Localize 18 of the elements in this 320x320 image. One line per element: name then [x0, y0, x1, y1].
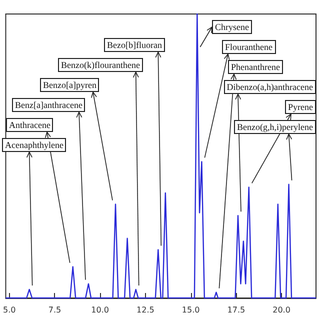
annotation: Flouranthene [222, 40, 276, 54]
annotation: Benzo[a]pyren [40, 78, 100, 92]
annotation: Phenanthrene [228, 60, 283, 74]
annotation: Bezo[b]fluoran [104, 38, 165, 52]
x-tick-label: 12.5 [136, 306, 154, 314]
annotation: Benzo(k)flouranthene [58, 58, 143, 72]
annotation: Dibenzo(a,h)anthracene [224, 80, 316, 94]
annotation: Benz[a]anthracene [12, 98, 86, 112]
annotation: Anthracene [6, 118, 54, 132]
annotation: Benzo(g,h,i)perylene [234, 120, 316, 134]
annotation: Pyrene [285, 100, 316, 114]
x-tick-label: 10.0 [91, 306, 109, 314]
x-tick-label: 17.5 [227, 306, 246, 314]
x-tick-label: 5.0 [2, 306, 16, 314]
x-tick-label: 20.0 [272, 306, 290, 314]
annotation: Chrysene [212, 20, 252, 34]
x-tick-label: 15.0 [182, 306, 200, 314]
x-tick-label: 7.5 [48, 306, 62, 314]
